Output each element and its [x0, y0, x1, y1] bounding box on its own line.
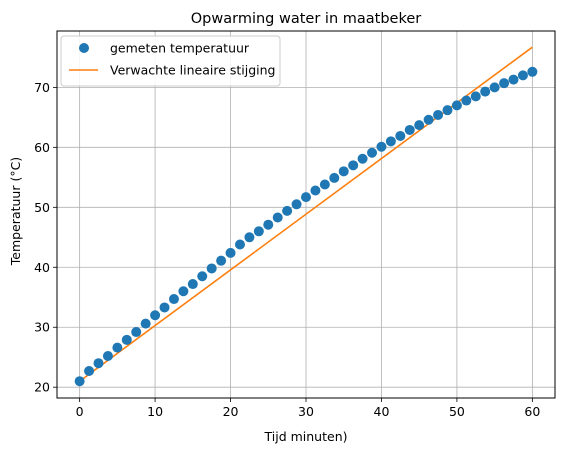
- measured-point: [301, 192, 311, 203]
- measured-point: [489, 82, 500, 93]
- measured-point: [357, 153, 368, 164]
- measured-point: [102, 351, 113, 362]
- measured-point: [150, 310, 161, 321]
- axis-ticks: 0 10 20 30 40 50 60 20 30 40 50 60 70: [34, 80, 540, 419]
- grid: [57, 31, 555, 398]
- x-tick-label: 60: [524, 404, 540, 419]
- measured-point: [225, 247, 236, 258]
- measured-point: [385, 136, 396, 147]
- series-layer: [74, 46, 538, 387]
- measured-point: [93, 358, 104, 369]
- measured-point: [395, 130, 406, 141]
- measured-point: [348, 160, 359, 171]
- measured-point: [74, 376, 85, 387]
- measured-point: [187, 279, 198, 290]
- x-tick-label: 50: [449, 404, 465, 419]
- measured-point: [159, 302, 170, 313]
- measured-point: [451, 100, 462, 111]
- chart-title: Opwarming water in maatbeker: [191, 11, 421, 27]
- measured-point: [310, 185, 321, 196]
- measured-point: [272, 212, 283, 223]
- measured-point: [442, 105, 453, 116]
- measured-point: [517, 70, 528, 81]
- measured-point: [433, 109, 444, 120]
- measured-point: [461, 95, 472, 106]
- measured-point: [216, 255, 227, 266]
- measured-point: [329, 172, 340, 183]
- y-tick-label: 70: [34, 80, 50, 95]
- measured-point: [291, 199, 302, 210]
- measured-point: [319, 179, 330, 190]
- legend-label-expected: Verwachte lineaire stijging: [110, 63, 276, 78]
- measured-point: [508, 74, 519, 85]
- measured-point: [206, 263, 217, 274]
- measured-point: [282, 205, 293, 216]
- x-tick-label: 30: [298, 404, 314, 419]
- x-tick-label: 40: [374, 404, 390, 419]
- y-axis-label: Temperatuur (°C): [8, 157, 23, 266]
- measured-point: [84, 366, 95, 377]
- y-tick-label: 60: [34, 140, 50, 155]
- legend-box: [60, 35, 281, 87]
- measured-point: [140, 318, 151, 329]
- measured-point: [423, 114, 434, 125]
- measured-point: [131, 327, 142, 338]
- measured-point: [499, 78, 510, 89]
- measured-point: [112, 342, 123, 353]
- measured-point: [338, 166, 349, 177]
- y-tick-label: 30: [34, 320, 50, 335]
- measured-point: [470, 91, 481, 102]
- x-tick-label: 10: [147, 404, 163, 419]
- x-tick-label: 0: [76, 404, 84, 419]
- measured-point: [263, 219, 274, 230]
- x-axis-label: Tijd minuten): [264, 429, 348, 444]
- legend-label-measured: gemeten temperatuur: [110, 41, 250, 56]
- measured-point: [168, 294, 179, 305]
- measured-point: [376, 141, 387, 152]
- measured-point: [367, 147, 378, 158]
- y-tick-label: 50: [34, 200, 50, 215]
- measured-point: [480, 86, 491, 97]
- measured-point: [197, 271, 208, 282]
- y-tick-label: 40: [34, 260, 50, 275]
- measured-point: [414, 120, 425, 131]
- measured-point: [527, 66, 538, 77]
- measured-point: [244, 232, 255, 243]
- legend-marker-measured: [79, 43, 89, 53]
- measured-point: [178, 286, 189, 297]
- legend: gemeten temperatuur Verwachte lineaire s…: [60, 35, 281, 87]
- measured-point: [234, 239, 245, 250]
- measured-point: [253, 226, 264, 237]
- measured-point: [121, 334, 132, 345]
- measured-point: [404, 124, 415, 135]
- x-tick-label: 20: [223, 404, 239, 419]
- y-tick-label: 20: [34, 380, 50, 395]
